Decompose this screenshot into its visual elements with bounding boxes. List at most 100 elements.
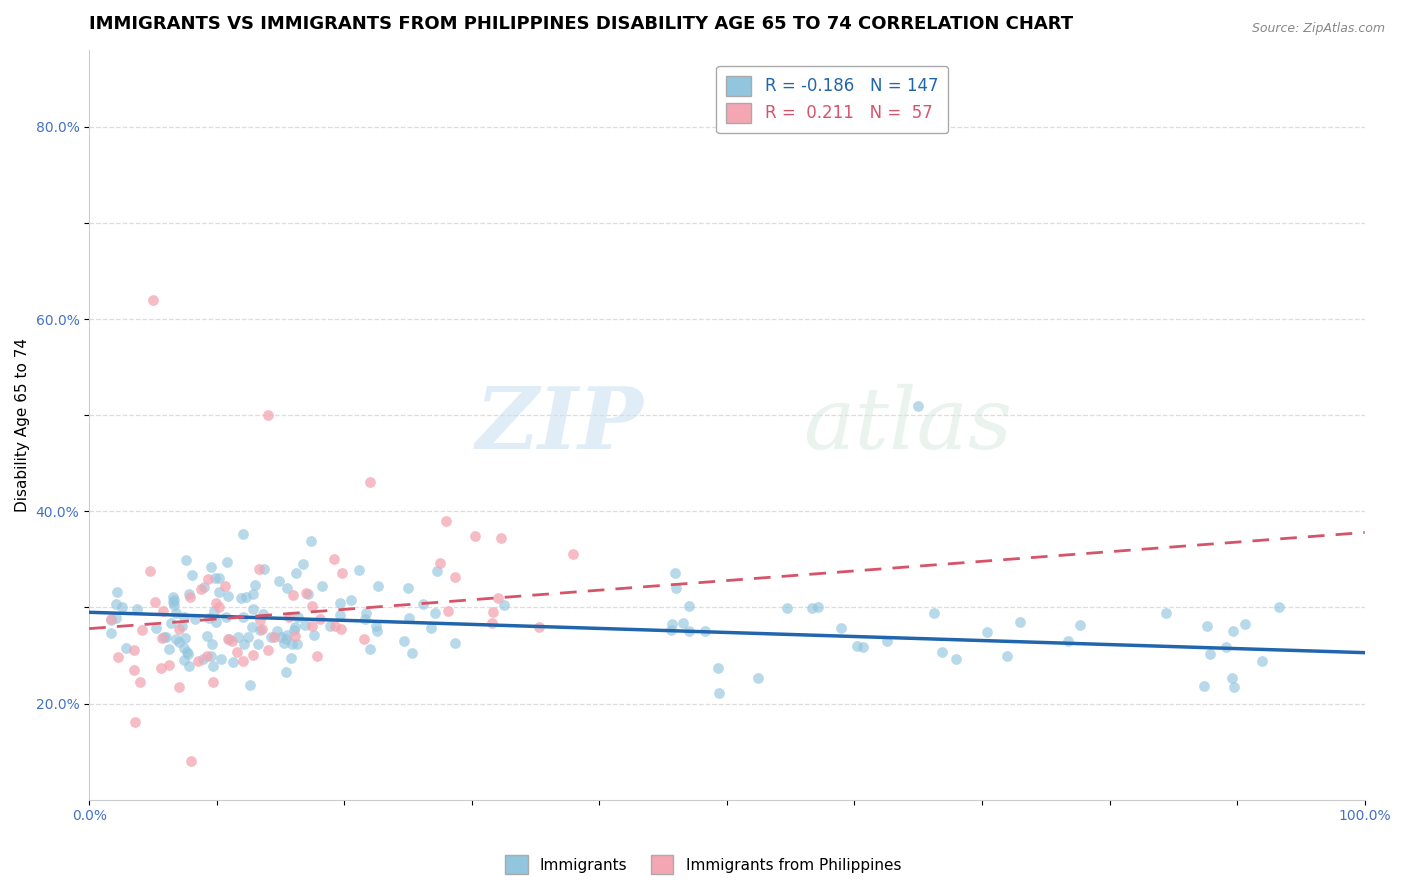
Point <box>242 602 264 616</box>
Point <box>1008 615 1031 629</box>
Point <box>1154 606 1177 620</box>
Text: atlas: atlas <box>803 384 1012 467</box>
Point <box>295 585 318 599</box>
Point <box>174 631 197 645</box>
Point <box>997 648 1019 663</box>
Point <box>193 652 215 666</box>
Point <box>143 595 166 609</box>
Point <box>319 619 342 633</box>
Point <box>162 590 184 604</box>
Point <box>222 655 245 669</box>
Point <box>107 649 129 664</box>
Point <box>426 565 449 579</box>
Point <box>707 686 730 700</box>
Point <box>443 570 465 584</box>
Point <box>1268 600 1291 615</box>
Point <box>249 613 271 627</box>
Point <box>661 616 683 631</box>
Point <box>492 598 515 612</box>
Text: ZIP: ZIP <box>477 383 644 467</box>
Point <box>187 654 209 668</box>
Point <box>276 581 298 595</box>
Point <box>145 621 167 635</box>
Point <box>217 555 239 569</box>
Point <box>155 630 177 644</box>
Point <box>217 632 239 647</box>
Point <box>693 624 716 638</box>
Point <box>830 621 852 635</box>
Point <box>283 589 305 603</box>
Point <box>876 634 898 648</box>
Point <box>464 529 486 543</box>
Point <box>907 399 929 413</box>
Point <box>256 408 278 422</box>
Point <box>976 625 998 640</box>
Point <box>247 562 270 576</box>
Point <box>659 624 682 638</box>
Point <box>297 586 319 600</box>
Point <box>195 648 218 663</box>
Point <box>165 606 187 620</box>
Point <box>1222 624 1244 638</box>
Point <box>202 604 225 618</box>
Point <box>201 636 224 650</box>
Point <box>266 624 288 638</box>
Point <box>195 629 218 643</box>
Legend: Immigrants, Immigrants from Philippines: Immigrants, Immigrants from Philippines <box>499 849 907 880</box>
Point <box>231 591 253 605</box>
Point <box>443 636 465 650</box>
Point <box>347 563 370 577</box>
Point <box>359 475 381 490</box>
Point <box>201 658 224 673</box>
Point <box>294 617 316 632</box>
Point <box>183 612 205 626</box>
Point <box>215 610 238 624</box>
Point <box>242 587 264 601</box>
Point <box>232 527 254 541</box>
Point <box>100 612 122 626</box>
Point <box>1195 618 1218 632</box>
Point <box>434 514 457 528</box>
Point <box>367 579 389 593</box>
Point <box>366 624 388 638</box>
Point <box>561 547 583 561</box>
Point <box>707 661 730 675</box>
Point <box>150 631 173 645</box>
Point <box>353 612 375 626</box>
Point <box>747 671 769 685</box>
Point <box>202 674 225 689</box>
Point <box>246 637 269 651</box>
Point <box>291 557 314 571</box>
Point <box>157 657 180 672</box>
Point <box>193 581 215 595</box>
Point <box>152 604 174 618</box>
Point <box>420 621 443 635</box>
Point <box>176 647 198 661</box>
Point <box>398 611 420 625</box>
Point <box>1056 634 1078 648</box>
Point <box>242 620 264 634</box>
Point <box>1194 680 1216 694</box>
Point <box>274 665 297 679</box>
Point <box>167 635 190 649</box>
Point <box>429 556 451 570</box>
Point <box>329 623 352 637</box>
Point <box>281 637 304 651</box>
Point <box>249 623 271 637</box>
Point <box>243 578 266 592</box>
Point <box>776 600 799 615</box>
Point <box>284 629 307 643</box>
Point <box>807 600 830 615</box>
Point <box>1234 616 1257 631</box>
Point <box>392 634 415 648</box>
Point <box>323 618 346 632</box>
Point <box>253 562 276 576</box>
Point <box>150 661 173 675</box>
Point <box>214 579 236 593</box>
Point <box>232 654 254 668</box>
Point <box>100 625 122 640</box>
Point <box>412 597 434 611</box>
Point <box>672 616 695 631</box>
Point <box>200 648 222 663</box>
Point <box>217 589 239 603</box>
